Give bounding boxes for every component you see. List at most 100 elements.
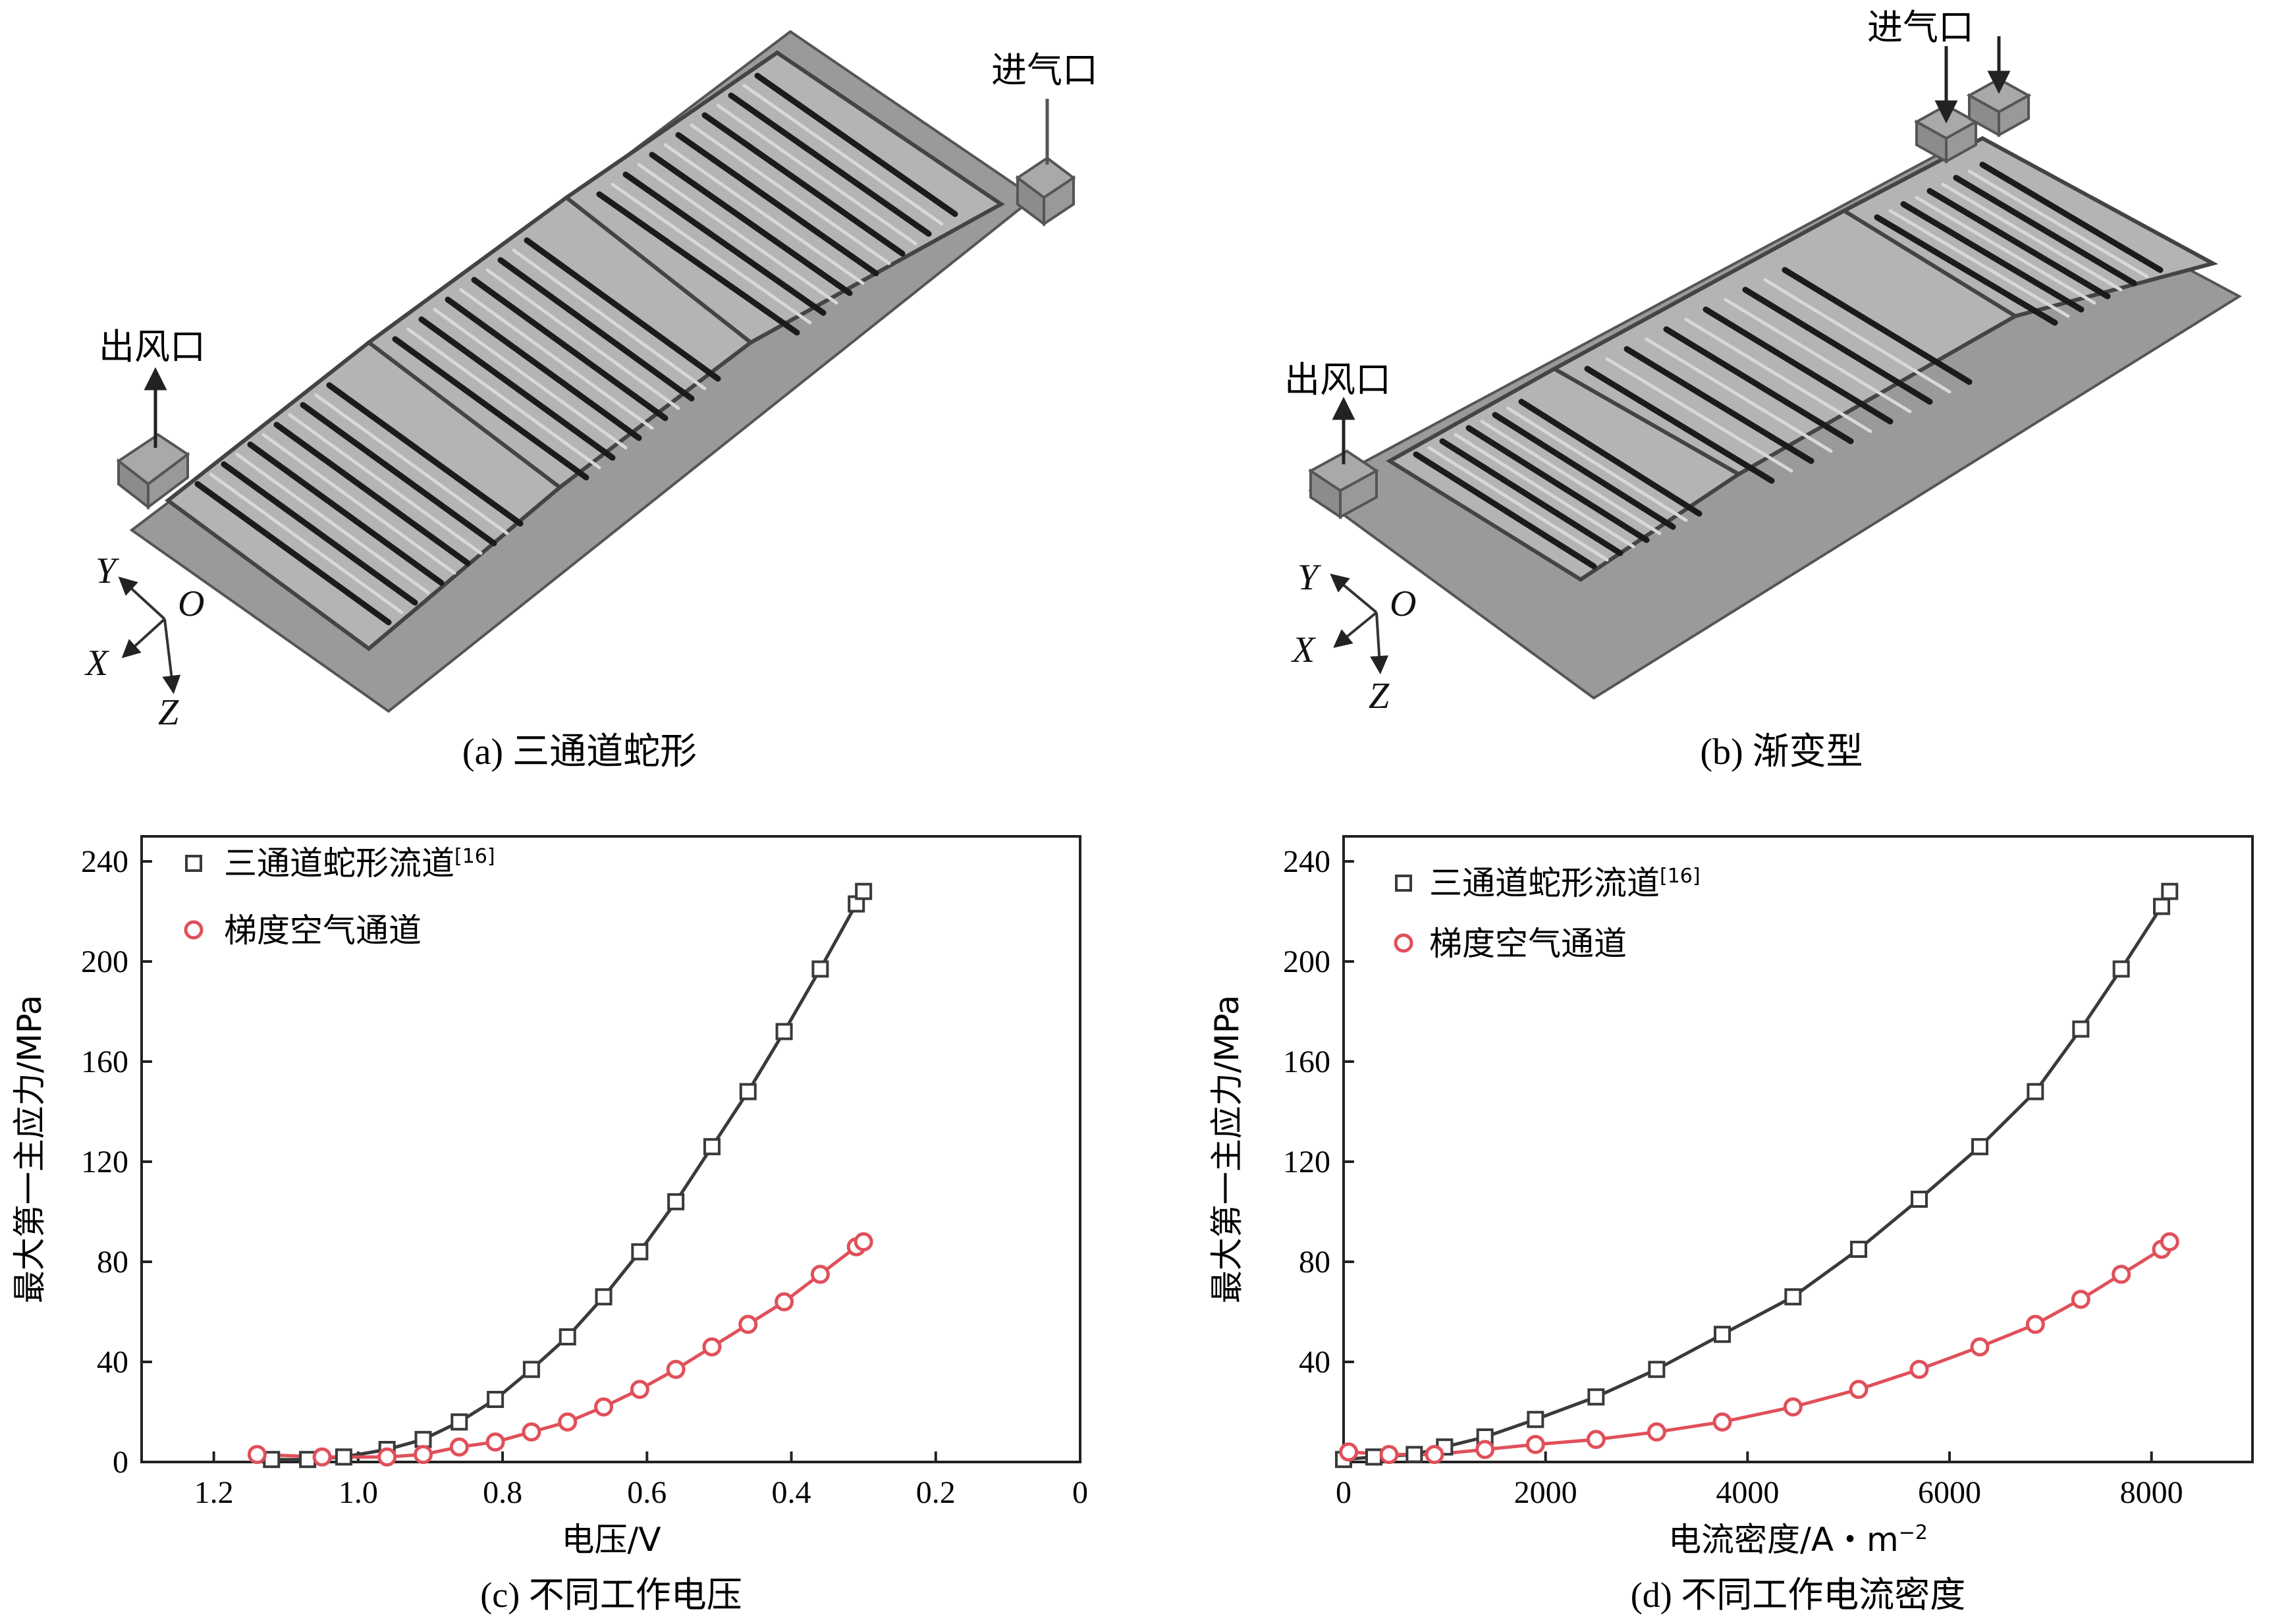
chart-c-frame: [140, 835, 1081, 1463]
chart-d-frame: [1342, 835, 2254, 1463]
panel-b-axis-y: Y: [1297, 557, 1322, 598]
chart-c-xtick-label: 1.2: [194, 1475, 234, 1510]
chart-c-series-2-circle-point: [666, 1359, 686, 1379]
chart-c-xlabel: 电压/V: [561, 1521, 661, 1559]
chart-c-series-1-square-point: [487, 1391, 505, 1408]
chart-d-series-2-circle-point: [1647, 1422, 1666, 1442]
chart-d-series-1-square-point: [1911, 1191, 1928, 1208]
panel-a-diagram: [116, 30, 1076, 713]
chart-d-series-2-line: [1348, 1240, 2171, 1457]
chart-d-series-1-square-point: [2153, 898, 2170, 915]
chart-c-legend-circle-marker: [184, 920, 204, 940]
chart-d-legend: 三通道蛇形流道[16] 梯度空气通道: [1394, 864, 1701, 963]
chart-c-xtick-label: 1.0: [339, 1475, 378, 1510]
chart-c-ytick-label: 240: [81, 844, 128, 879]
chart-d-series-2-circle-point: [2160, 1232, 2179, 1252]
chart-c-series-2-circle-point: [738, 1314, 758, 1334]
chart-c-ytick-label: 40: [97, 1345, 128, 1380]
panel-a-axis-x: X: [84, 643, 110, 684]
chart-d-series-2-circle-point: [1909, 1359, 1929, 1379]
chart-c-series-1-square-point: [631, 1243, 649, 1260]
panel-a-axis-y: Y: [96, 551, 120, 591]
panel-a-axis-z: Z: [158, 692, 179, 733]
chart-c-xtick-label: 0: [1072, 1475, 1088, 1510]
chart-d-caption: (d) 不同工作电流密度: [1631, 1575, 1965, 1615]
panel-b-caption: (b) 渐变型: [1700, 732, 1863, 772]
chart-c-series-1-square-point: [855, 882, 873, 900]
panel-a-axis-o: O: [178, 583, 204, 624]
chart-c-ytick-label: 160: [81, 1044, 128, 1079]
chart-d-xtick-label: 2000: [1514, 1475, 1577, 1510]
panel-b-axis-x: X: [1291, 630, 1317, 670]
chart-d-legend-series-2: 梯度空气通道: [1429, 925, 1627, 963]
chart-d-series-1-square-point: [1527, 1411, 1544, 1428]
panel-b-axes-triad: [1330, 574, 1389, 674]
chart-c: 1.2 1.0 0.8 0.6 0.4 0.2 0 40 80 120 160 200 240 0 三通道…: [11, 835, 1088, 1615]
chart-d-series-2-circle-point: [1586, 1430, 1606, 1449]
chart-d: 0 2000 4000 6000 8000 40 80 120 160 200 240 三通道蛇形流…: [1208, 835, 2254, 1615]
chart-c-legend-series-2: 梯度空气通道: [224, 911, 422, 950]
chart-c-ytick-label: 200: [81, 944, 128, 979]
chart-d-series-2-circle-point: [1339, 1442, 1359, 1462]
chart-d-series-1-line: [1343, 890, 2171, 1461]
chart-d-series-2-circle-point: [1712, 1412, 1732, 1432]
chart-d-xtick-label: 8000: [2120, 1475, 2183, 1510]
chart-c-series-1-line: [271, 890, 865, 1461]
chart-d-series-1-square-point: [1365, 1448, 1382, 1466]
chart-c-series-1-square-point: [559, 1328, 576, 1345]
chart-c-ytick-label: 80: [97, 1245, 128, 1280]
chart-d-series-2-circle-point: [1379, 1445, 1399, 1465]
chart-c-series-2-circle-point: [630, 1380, 649, 1399]
chart-d-series-1-square-point: [1971, 1138, 1988, 1156]
chart-c-series-1-square-point: [522, 1361, 540, 1378]
chart-d-ylabel: 最大第一主应力/MPa: [1208, 995, 1246, 1304]
panel-b-axis-o: O: [1390, 583, 1416, 624]
chart-d-legend-circle-marker: [1394, 933, 1413, 953]
panel-a-section-3: [562, 50, 1005, 345]
chart-c-series-1-square-point: [450, 1413, 468, 1431]
panel-b-outlet-label: 出风口: [1284, 359, 1391, 400]
panel-a-inlet-label: 进气口: [991, 49, 1098, 91]
chart-c-series-1-square-point: [775, 1023, 793, 1041]
chart-c-xtick-label: 0.6: [627, 1475, 667, 1510]
chart-c-series-1-square-point: [299, 1451, 317, 1469]
chart-d-series-1-square-point: [1648, 1361, 1666, 1378]
chart-c-series-2-circle-point: [854, 1232, 873, 1252]
chart-c-legend-series-1: 三通道蛇形流道[16]: [224, 844, 495, 882]
chart-c-series-1-square-point: [335, 1448, 352, 1466]
chart-d-series-2-circle-point: [1525, 1434, 1545, 1454]
chart-d-series-2-circle-point: [1849, 1380, 1869, 1399]
chart-d-xtick-label: 4000: [1716, 1475, 1779, 1510]
chart-c-series-2-circle-point: [594, 1397, 614, 1417]
chart-c-series-2-circle-point: [485, 1432, 505, 1452]
chart-d-series-2-circle-point: [1475, 1440, 1495, 1459]
chart-c-series-2-circle-point: [449, 1437, 469, 1457]
chart-c-series-2-circle-point: [775, 1292, 794, 1312]
panel-a-outlet-label: 出风口: [99, 326, 205, 367]
chart-d-series-1-square-point: [1784, 1288, 1802, 1306]
chart-d-series-1-square-point: [1405, 1446, 1423, 1463]
chart-d-series-1-square-point: [2072, 1020, 2090, 1038]
chart-d-series-2-circle-point: [2112, 1264, 2131, 1284]
chart-c-series-2-circle-point: [558, 1412, 578, 1432]
chart-c-ylabel: 最大第一主应力/MPa: [11, 995, 49, 1304]
chart-d-series-2-circle-point: [1425, 1445, 1444, 1465]
chart-c-series-1-square-point: [811, 960, 829, 978]
chart-c-ytick-label-zero: 0: [113, 1445, 128, 1480]
chart-d-series-1-square-point: [1587, 1388, 1605, 1406]
panel-b-diagram: [1308, 36, 2242, 700]
chart-d-series-2-circle-point: [1970, 1337, 1990, 1357]
chart-c-series-2-circle-point: [377, 1447, 397, 1467]
chart-d-xtick-label: 6000: [1918, 1475, 1981, 1510]
chart-c-xtick-label: 0.8: [483, 1475, 522, 1510]
panel-b-inlet-label: 进气口: [1867, 7, 1974, 48]
panel-a-channels: [194, 72, 958, 626]
chart-d-ytick-label: 80: [1299, 1245, 1330, 1280]
chart-d-legend-square-marker: [1395, 875, 1412, 892]
chart-c-series-1-square-point: [667, 1193, 685, 1210]
chart-d-ytick-label: 160: [1283, 1044, 1330, 1079]
chart-c-legend: 三通道蛇形流道[16] 梯度空气通道: [184, 844, 495, 950]
chart-d-series-1-square-point: [2161, 882, 2179, 900]
chart-c-series-2-circle-point: [810, 1264, 830, 1284]
chart-d-ytick-label: 240: [1283, 844, 1330, 879]
